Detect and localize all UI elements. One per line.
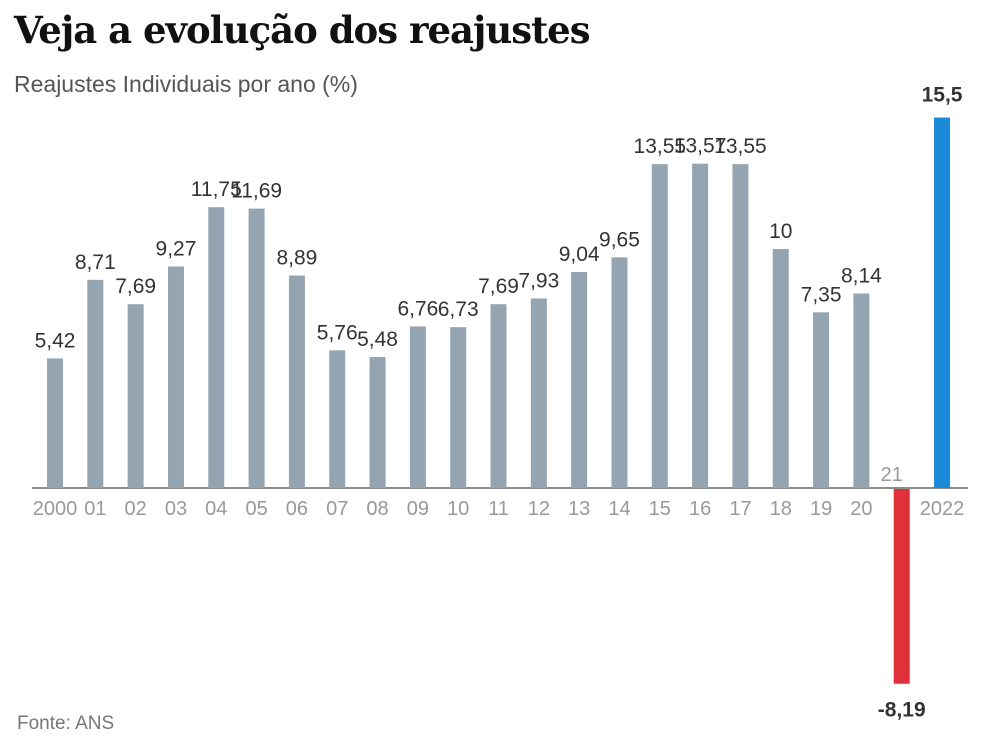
value-label-19: 7,35	[801, 283, 842, 306]
value-label-04: 11,75	[191, 178, 242, 201]
value-label-18: 10	[769, 220, 792, 243]
bar-12	[530, 298, 547, 488]
bar-18	[772, 249, 789, 488]
value-label-03: 9,27	[156, 237, 197, 260]
bar-21	[893, 489, 910, 684]
x-tick-label: 13	[568, 498, 590, 520]
x-tick-label: 06	[286, 498, 308, 520]
bar-02	[127, 304, 144, 488]
x-tick-label: 10	[447, 498, 469, 520]
x-tick-label: 17	[729, 498, 751, 520]
x-tick-label: 08	[366, 498, 388, 520]
bar-2022	[934, 117, 951, 489]
x-tick-label: 05	[245, 498, 267, 520]
bar-08	[369, 357, 386, 488]
value-label-09: 6,76	[397, 297, 438, 320]
value-label-06: 8,89	[276, 247, 317, 270]
value-label-16: 13,57	[674, 135, 727, 158]
bar-01	[87, 279, 104, 488]
value-label-21: -8,19	[878, 699, 926, 722]
value-label-11: 7,69	[478, 275, 519, 298]
bar-13	[571, 271, 588, 488]
value-label-02: 7,69	[115, 275, 156, 298]
x-tick-label: 20	[850, 498, 872, 520]
value-label-17: 13,55	[714, 135, 767, 158]
bar-2000	[47, 358, 63, 488]
chart-source: Fonte: ANS	[17, 713, 115, 734]
bar-09	[409, 326, 426, 488]
bar-07	[329, 350, 346, 488]
value-label-12: 7,93	[518, 269, 559, 292]
value-label-05: 11,69	[231, 180, 282, 203]
x-tick-label: 11	[488, 498, 509, 520]
bar-04	[208, 207, 225, 489]
value-label-01: 8,71	[75, 251, 116, 274]
value-label-14: 9,65	[599, 228, 640, 251]
x-tick-label: 02	[125, 498, 147, 520]
value-label-10: 6,73	[438, 298, 479, 321]
x-tick-label: 19	[810, 498, 832, 520]
x-tick-label: 2022	[920, 498, 965, 520]
value-label-2000: 5,42	[35, 329, 76, 352]
bar-05	[248, 208, 265, 488]
value-label-08: 5,48	[357, 328, 398, 351]
bar-15	[651, 164, 668, 488]
chart-title: Veja a evolução dos reajustes	[14, 8, 591, 52]
x-tick-label: 15	[649, 498, 671, 520]
x-tick-label: 07	[326, 498, 348, 520]
x-tick-label: 16	[689, 498, 711, 520]
x-tick-label: 03	[165, 498, 187, 520]
x-tick-label: 04	[205, 498, 227, 520]
value-label-13: 9,04	[559, 243, 600, 266]
bar-03	[167, 266, 184, 488]
x-tick-label: 12	[528, 498, 550, 520]
bar-16	[692, 163, 709, 488]
bar-19	[813, 312, 830, 488]
value-label-20: 8,14	[841, 264, 882, 287]
bar-20	[853, 293, 870, 488]
x-tick-label: 21	[881, 464, 903, 486]
bar-06	[288, 275, 305, 488]
x-tick-label: 2000	[33, 498, 78, 520]
value-label-15: 13,55	[634, 135, 687, 158]
value-label-07: 5,76	[317, 321, 358, 344]
bar-17	[732, 164, 749, 488]
chart-subtitle: Reajustes Individuais por ano (%)	[14, 71, 358, 97]
bar-10	[450, 327, 467, 488]
x-tick-label: 18	[770, 498, 792, 520]
x-tick-label: 01	[84, 498, 106, 520]
bar-14	[611, 257, 628, 488]
x-tick-label: 14	[608, 498, 630, 520]
value-label-2022: 15,5	[922, 84, 963, 107]
bar-11	[490, 304, 507, 488]
x-tick-label: 09	[407, 498, 429, 520]
